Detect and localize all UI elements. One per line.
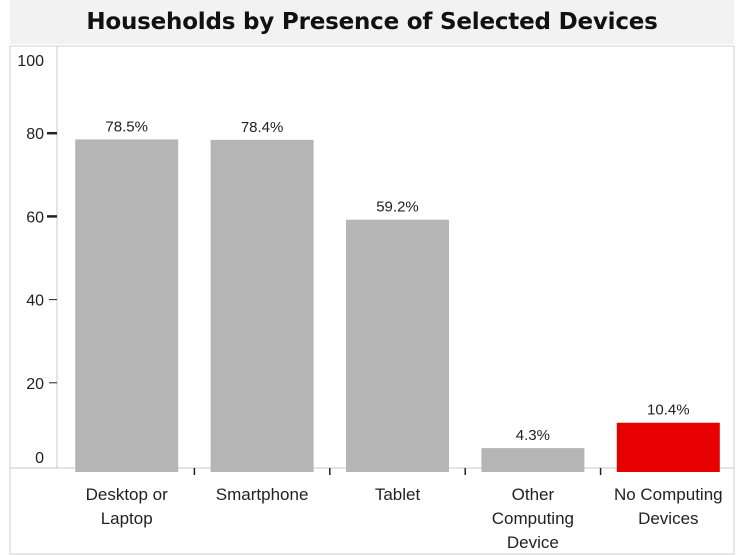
y-axis: 0 20 40 60 80 100 <box>17 53 57 467</box>
x-tick-label: Device <box>507 533 559 552</box>
chart-title-bar: Households by Presence of Selected Devic… <box>10 0 734 44</box>
y-tick-label: 80 <box>26 126 44 143</box>
data-label: 4.3% <box>516 427 550 444</box>
bar <box>210 139 314 472</box>
x-axis: Desktop or Laptop Smartphone Tablet Other Com… <box>86 468 723 552</box>
data-label: 59.2% <box>376 199 419 216</box>
chart-title: Households by Presence of Selected Devic… <box>86 9 658 35</box>
data-label: 78.5% <box>105 118 148 135</box>
y-tick-label: 0 <box>35 450 44 467</box>
bar <box>346 219 449 472</box>
x-tick-label: Computing <box>492 509 574 528</box>
bar <box>616 422 720 472</box>
y-tick-label: 40 <box>26 293 44 310</box>
x-tick-label: Desktop or <box>86 485 169 504</box>
x-tick-label: Laptop <box>101 509 153 528</box>
x-tick-label: No Computing <box>614 485 723 504</box>
y-tick-label: 20 <box>26 376 44 393</box>
bar <box>481 448 585 472</box>
data-labels: 78.5% 78.4% 59.2% 4.3% 10.4% <box>105 118 689 444</box>
x-tick-label: Tablet <box>375 485 421 504</box>
bars <box>75 139 720 472</box>
y-tick-label: 100 <box>17 53 44 70</box>
y-tick-label: 60 <box>26 209 44 226</box>
x-tick-label: Smartphone <box>216 485 309 504</box>
x-tick-label: Devices <box>638 509 698 528</box>
x-tick-label: Other <box>512 485 555 504</box>
data-label: 78.4% <box>241 119 284 136</box>
outer-border <box>9 45 735 555</box>
data-label: 10.4% <box>647 402 690 419</box>
bar <box>75 139 179 472</box>
